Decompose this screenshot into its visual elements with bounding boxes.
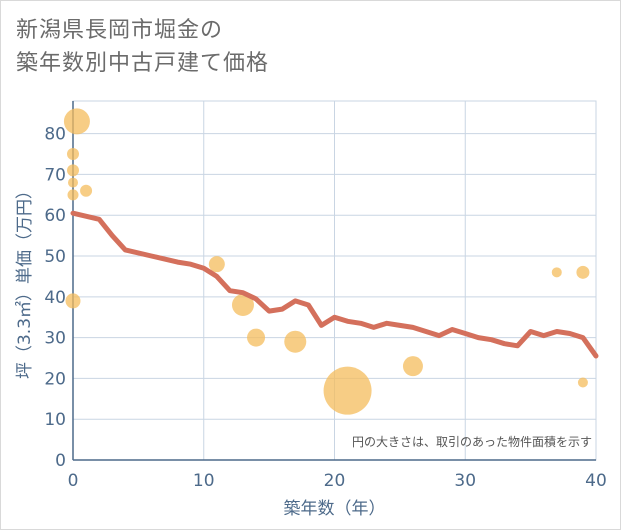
x-axis-label: 築年数（年）: [284, 499, 386, 519]
data-bubble: [67, 164, 79, 177]
y-tick-label: 10: [44, 410, 66, 430]
y-tick-label: 20: [44, 369, 66, 389]
data-bubble: [231, 293, 254, 316]
data-bubble: [68, 177, 78, 188]
data-bubble: [208, 256, 225, 273]
data-bubble: [551, 267, 562, 278]
x-tick-label: 30: [454, 471, 476, 491]
y-axis-label: 坪（3.3㎡）単価（万円）: [15, 182, 35, 379]
y-tick-label: 50: [44, 247, 66, 267]
data-bubble: [323, 366, 372, 415]
data-bubble: [577, 377, 588, 388]
y-tick-label: 70: [44, 165, 66, 185]
data-bubble: [247, 328, 266, 347]
y-tick-label: 60: [44, 206, 66, 226]
title-line-2: 築年数別中古戸建て価格: [16, 51, 270, 76]
x-tick-label: 20: [324, 471, 346, 491]
x-tick-label: 10: [193, 471, 215, 491]
y-tick-label: 30: [44, 329, 66, 349]
trend-line: [70, 210, 599, 359]
y-tick-label: 80: [44, 125, 66, 145]
data-bubble: [65, 293, 81, 309]
chart-title: 新潟県長岡市堀金の 築年数別中古戸建て価格: [16, 14, 269, 80]
size-legend-note: 円の大きさは、取引のあった物件面積を示す: [352, 434, 592, 449]
data-bubble: [284, 330, 307, 353]
data-bubble: [67, 189, 79, 201]
data-bubble: [63, 108, 90, 135]
x-tick-label: 0: [68, 471, 79, 491]
title-line-1: 新潟県長岡市堀金の: [16, 18, 224, 43]
data-bubble: [80, 184, 93, 197]
data-bubble: [402, 356, 423, 377]
data-bubble: [67, 148, 79, 161]
y-tick-label: 0: [55, 451, 66, 471]
y-tick-label: 40: [44, 288, 66, 308]
data-bubble: [576, 265, 590, 279]
x-tick-label: 40: [585, 471, 607, 491]
